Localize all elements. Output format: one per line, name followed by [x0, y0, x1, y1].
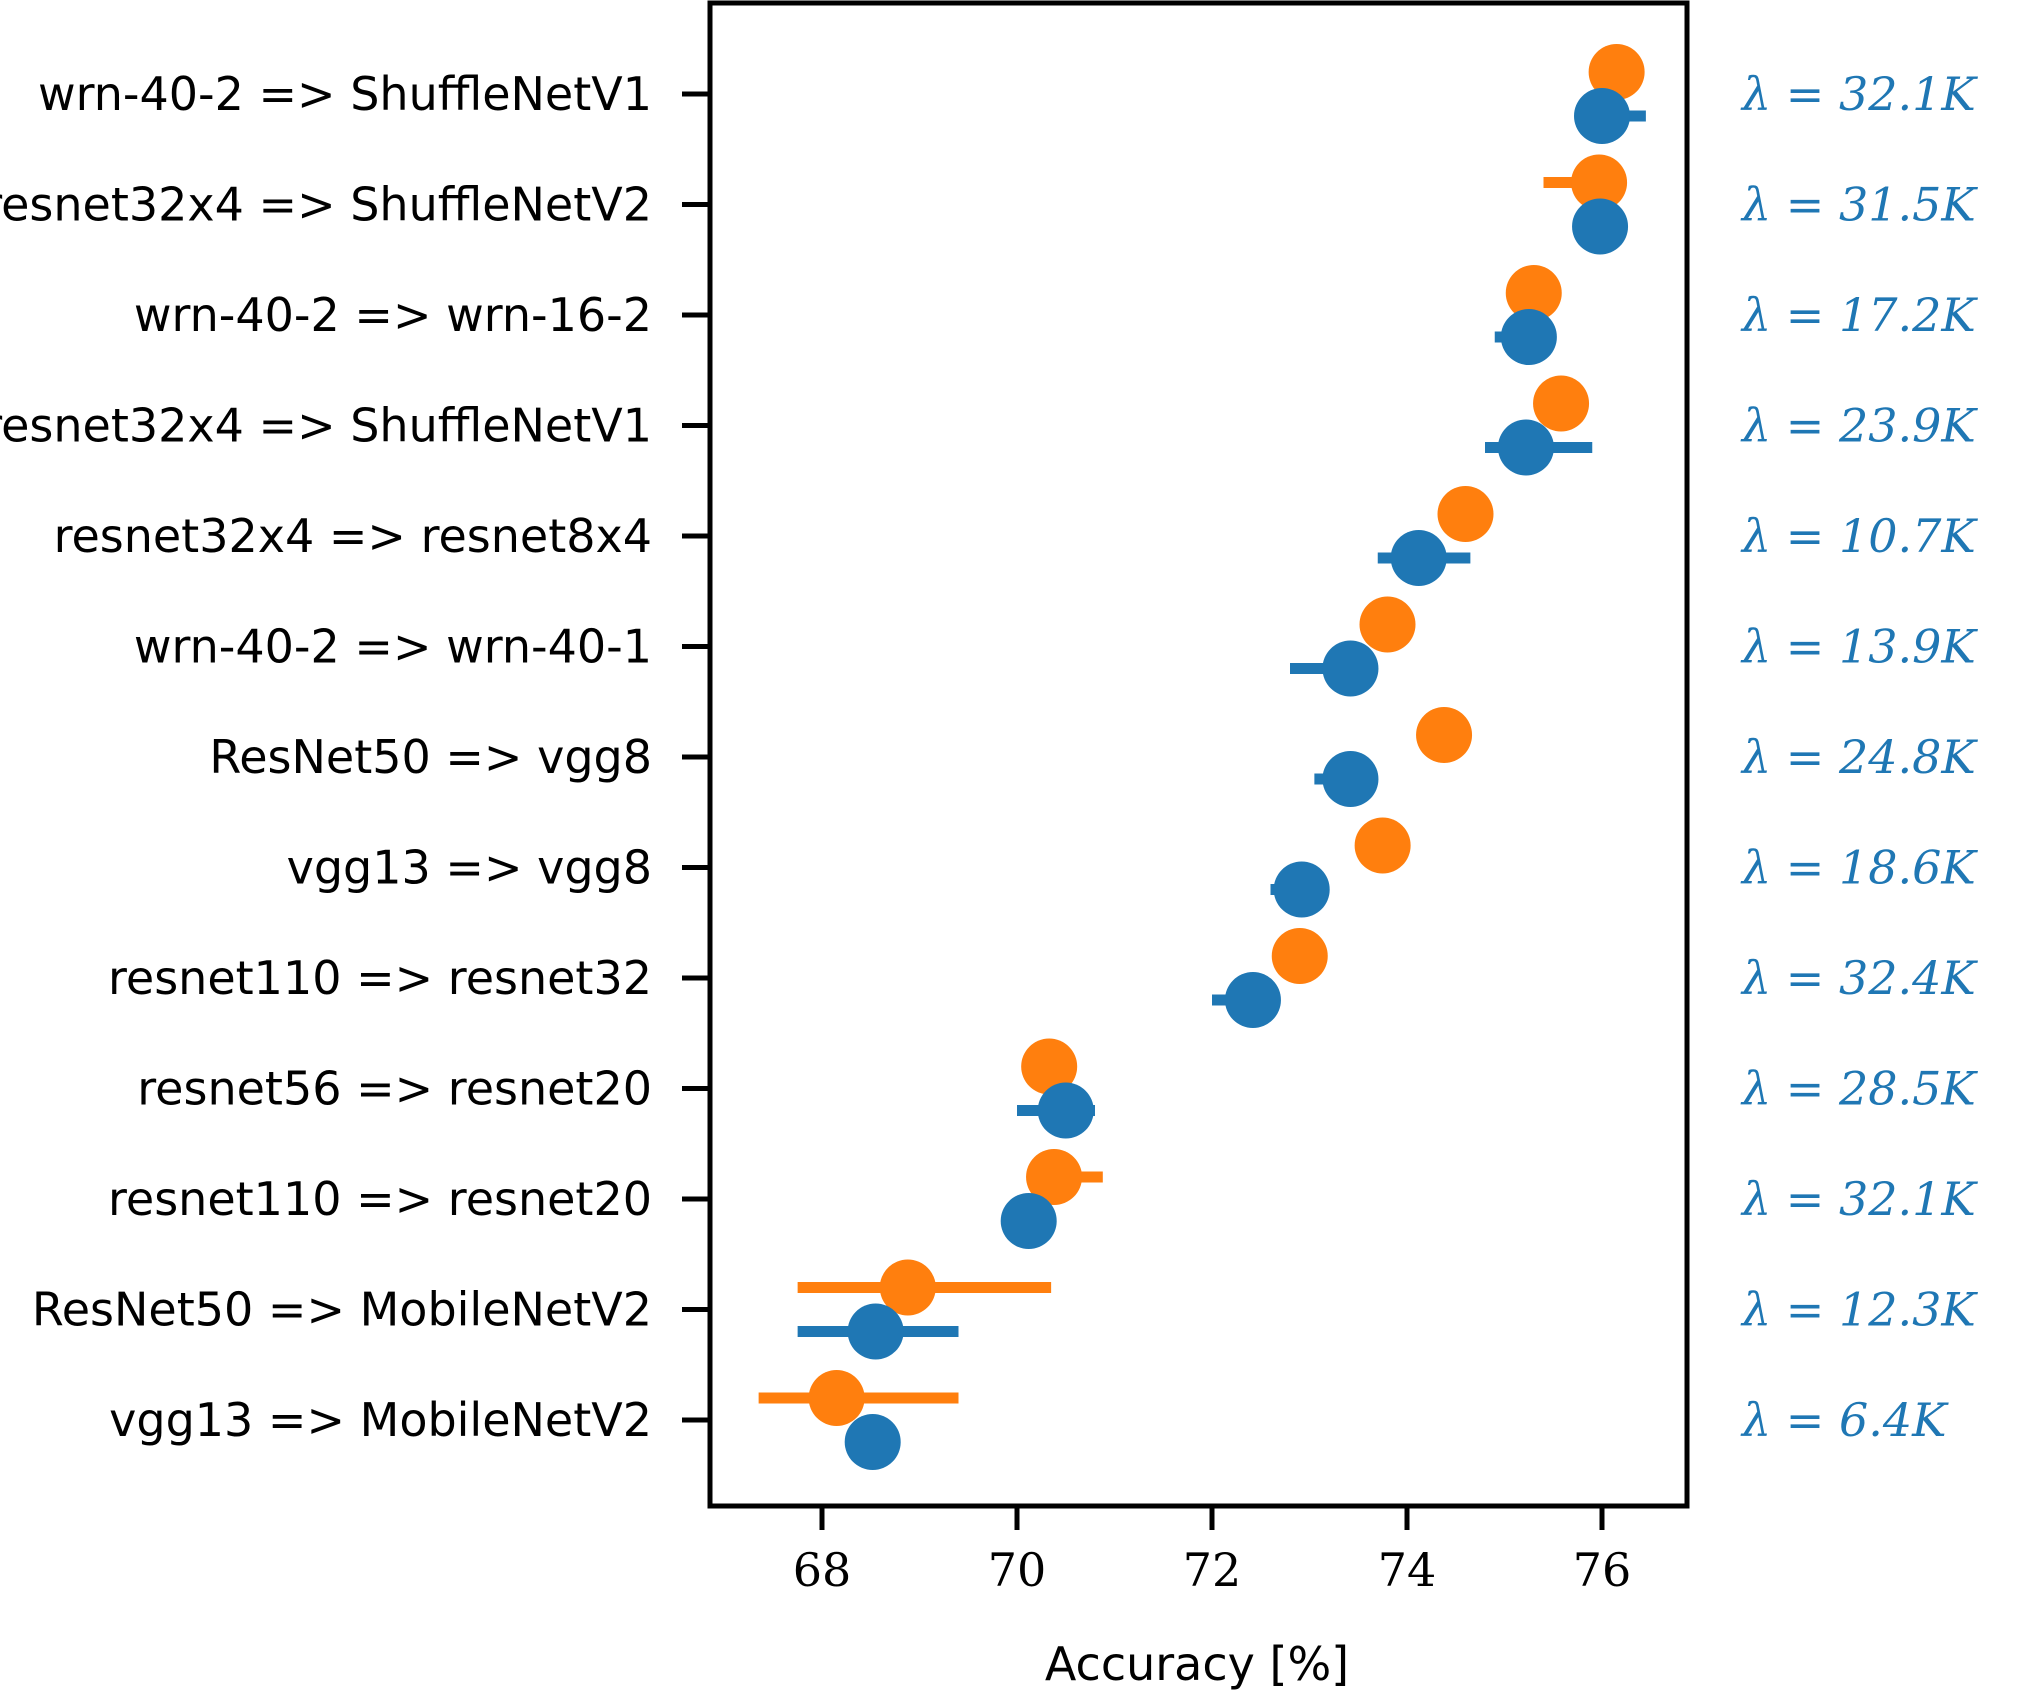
lambda-label: λ = 24.8K	[1740, 730, 1978, 784]
orange-point	[808, 1370, 865, 1426]
orange-point	[1588, 44, 1645, 100]
x-axis-label: Accuracy [%]	[1045, 1637, 1349, 1691]
blue-point	[1037, 1082, 1094, 1139]
orange-point	[1021, 1038, 1078, 1095]
plot-frame	[707, 0, 1690, 1509]
y-tick-label: wrn-40-2 => wrn-16-2	[134, 288, 652, 342]
orange-point	[1533, 375, 1590, 432]
blue-point	[1224, 972, 1281, 1028]
blue-point	[1497, 419, 1554, 476]
blue-point	[1273, 861, 1330, 918]
y-tick-label: vgg13 => MobileNetV2	[109, 1393, 652, 1447]
blue-point	[847, 1303, 904, 1360]
blue-point	[1574, 88, 1630, 144]
y-tick-label: vgg13 => vgg8	[287, 841, 652, 895]
orange-point	[1026, 1149, 1083, 1205]
blue-point	[1322, 751, 1379, 807]
orange-point	[1571, 154, 1628, 211]
lambda-label: λ = 32.1K	[1740, 1172, 1978, 1226]
x-tick-label: 70	[988, 1543, 1047, 1597]
blue-point	[1000, 1193, 1057, 1249]
x-tick-label: 74	[1378, 1543, 1437, 1597]
y-tick-label: wrn-40-2 => wrn-40-1	[134, 620, 652, 674]
y-tick-label: resnet32x4 => ShuffleNetV2	[0, 178, 652, 232]
y-tick-label: ResNet50 => vgg8	[209, 730, 652, 784]
lambda-label: λ = 18.6K	[1740, 841, 1978, 895]
blue-point	[1390, 530, 1447, 586]
y-tick-label: wrn-40-2 => ShuffleNetV1	[38, 67, 652, 121]
blue-point	[1500, 309, 1557, 365]
blue-point	[1322, 640, 1379, 697]
orange-point	[1271, 928, 1328, 984]
x-tick-label: 68	[793, 1543, 852, 1597]
y-tick-label: ResNet50 => MobileNetV2	[32, 1283, 652, 1337]
y-tick-label: resnet56 => resnet20	[137, 1062, 652, 1116]
x-tick-label: 76	[1573, 1543, 1632, 1597]
blue-point	[844, 1414, 901, 1470]
lambda-label: λ = 31.5K	[1740, 178, 1978, 232]
y-tick-label: resnet110 => resnet20	[108, 1172, 652, 1226]
x-ticks: 68 70 72 74 76	[793, 1506, 1632, 1597]
orange-point	[1354, 817, 1411, 874]
lambda-label: λ = 10.7K	[1740, 509, 1978, 563]
x-tick-label: 72	[1183, 1543, 1242, 1597]
orange-point	[1505, 265, 1562, 321]
lambda-label: λ = 32.1K	[1740, 67, 1978, 121]
lambda-label: λ = 12.3K	[1740, 1283, 1978, 1337]
y-tick-label: resnet32x4 => resnet8x4	[54, 509, 652, 563]
y-ticks: wrn-40-2 => ShuffleNetV1 λ = 32.1K resnet3…	[0, 67, 1978, 1447]
orange-point	[1359, 596, 1416, 653]
chart-marks	[758, 44, 1646, 1470]
lambda-label: λ = 32.4K	[1740, 951, 1978, 1005]
y-tick-label: resnet32x4 => ShuffleNetV1	[0, 399, 652, 453]
orange-point	[879, 1259, 936, 1316]
orange-point	[1416, 707, 1473, 763]
y-tick-label: resnet110 => resnet32	[108, 951, 652, 1005]
lambda-label: λ = 6.4K	[1740, 1393, 1949, 1447]
blue-point	[1572, 198, 1629, 255]
orange-point	[1437, 486, 1494, 542]
lambda-label: λ = 17.2K	[1740, 288, 1978, 342]
lambda-label: λ = 23.9K	[1740, 399, 1978, 453]
lambda-label: λ = 28.5K	[1740, 1062, 1978, 1116]
lambda-label: λ = 13.9K	[1740, 620, 1978, 674]
